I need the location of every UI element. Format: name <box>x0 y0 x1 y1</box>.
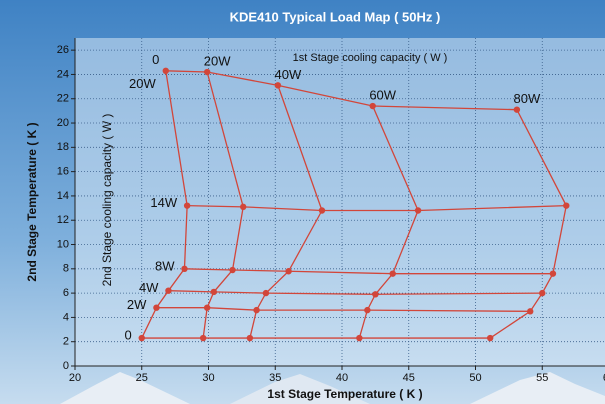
row-label: 0 <box>125 327 132 342</box>
y-tick-label: 8 <box>63 263 69 275</box>
y-tick-label: 20 <box>57 117 69 129</box>
point <box>204 304 210 310</box>
point <box>247 335 253 341</box>
y-tick-label: 24 <box>57 68 69 80</box>
point <box>527 308 533 314</box>
x-tick-label: 30 <box>202 372 214 384</box>
y-tick-label: 18 <box>57 141 69 153</box>
row-label: 14W <box>150 195 177 210</box>
x-tick-label: 45 <box>403 372 415 384</box>
y-tick-label: 2 <box>63 336 69 348</box>
y-tick-label: 14 <box>57 190 69 202</box>
point <box>211 289 217 295</box>
point <box>153 304 159 310</box>
y-inner-label: 2nd Stage cooling capacity ( W ) <box>100 114 114 287</box>
y-tick-label: 16 <box>57 166 69 178</box>
row-label: 8W <box>155 258 175 273</box>
y-axis-label: 2nd Stage Temperature ( K ) <box>25 122 39 281</box>
y-tick-label: 4 <box>63 311 69 323</box>
row-label: 4W <box>139 280 159 295</box>
point <box>364 307 370 313</box>
x-tick-label: 40 <box>336 372 348 384</box>
point <box>487 335 493 341</box>
point <box>200 335 206 341</box>
y-tick-label: 12 <box>57 214 69 226</box>
x-tick-label: 25 <box>136 372 148 384</box>
point <box>263 290 269 296</box>
point <box>539 290 545 296</box>
y-tick-label: 6 <box>63 287 69 299</box>
point <box>319 207 325 213</box>
x-tick-label: 20 <box>69 372 81 384</box>
point <box>370 103 376 109</box>
point <box>139 335 145 341</box>
row-label: 2W <box>127 297 147 312</box>
row-label: 20W <box>129 76 156 91</box>
x-tick-label: 55 <box>536 372 548 384</box>
point <box>550 270 556 276</box>
y-tick-label: 26 <box>57 44 69 56</box>
point <box>204 69 210 75</box>
point <box>275 82 281 88</box>
point <box>163 68 169 74</box>
column-label: 40W <box>275 67 302 82</box>
y-tick-label: 22 <box>57 93 69 105</box>
point <box>415 207 421 213</box>
point <box>285 268 291 274</box>
point <box>514 106 520 112</box>
point <box>184 202 190 208</box>
point <box>563 202 569 208</box>
point <box>165 287 171 293</box>
point <box>356 335 362 341</box>
x-tick-label: 35 <box>269 372 281 384</box>
point <box>372 291 378 297</box>
chart-title: KDE410 Typical Load Map ( 50Hz ) <box>230 9 441 24</box>
column-label: 0 <box>152 52 159 67</box>
column-label: 60W <box>369 87 396 102</box>
point <box>229 267 235 273</box>
point <box>390 270 396 276</box>
subtitle: 1st Stage cooling capacity ( W ) <box>293 52 448 64</box>
column-label: 80W <box>514 91 541 106</box>
y-tick-label: 0 <box>63 360 69 372</box>
x-axis-label: 1st Stage Temperature ( K ) <box>267 387 422 401</box>
y-tick-label: 10 <box>57 238 69 250</box>
point <box>253 307 259 313</box>
point <box>240 204 246 210</box>
column-label: 20W <box>204 53 231 68</box>
point <box>181 266 187 272</box>
chart: KDE410 Typical Load Map ( 50Hz ) 1st Sta… <box>0 0 605 404</box>
x-tick-label: 50 <box>469 372 481 384</box>
